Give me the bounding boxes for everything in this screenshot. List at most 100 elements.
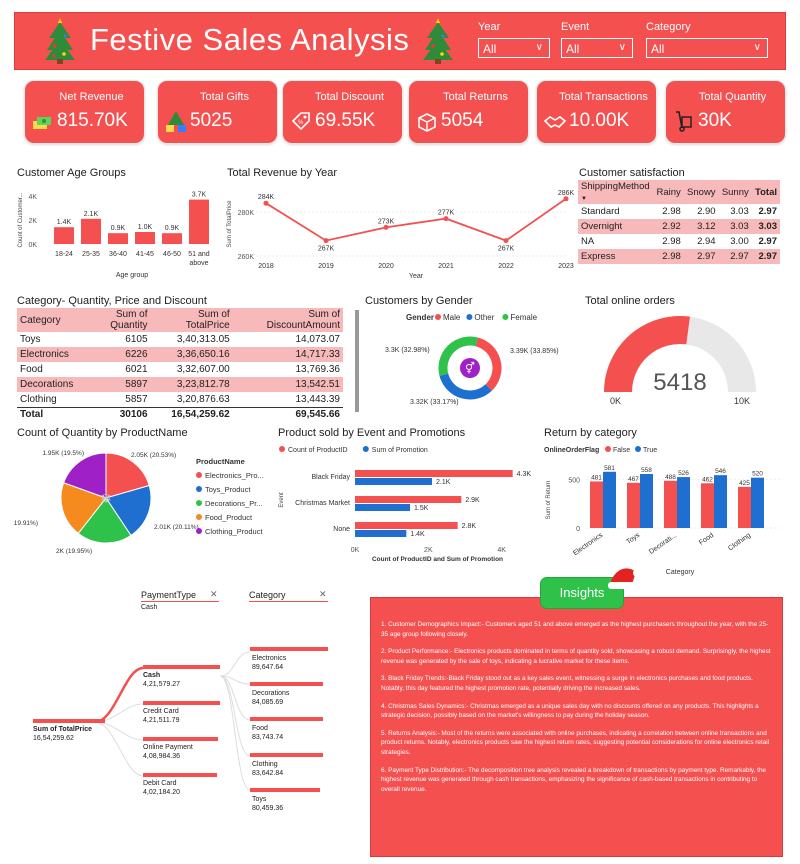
scrollbar[interactable] bbox=[355, 310, 359, 412]
decomp-node-bar[interactable] bbox=[250, 753, 323, 757]
column-header[interactable]: Sum of TotalPrice bbox=[150, 308, 233, 332]
data-label: 267K bbox=[318, 246, 335, 253]
divider bbox=[141, 601, 219, 602]
bar bbox=[355, 504, 410, 511]
filter-event[interactable]: Event All ∨ bbox=[561, 21, 633, 58]
decomp-node-label: Toys bbox=[252, 796, 267, 803]
filter-category[interactable]: Category All ∨ bbox=[646, 21, 768, 58]
dashboard-title: Festive Sales Analysis bbox=[90, 22, 410, 57]
y-axis-label: Sum of TotalPrice bbox=[227, 200, 233, 248]
chevron-down-icon: ∨ bbox=[753, 42, 761, 53]
kpi-label: Net Revenue bbox=[59, 91, 124, 103]
data-label: 481 bbox=[591, 474, 602, 481]
donut-slice bbox=[438, 336, 478, 376]
bar bbox=[738, 486, 751, 528]
x-tick-label: 51 and bbox=[188, 251, 210, 258]
data-label: 3.7K bbox=[192, 192, 207, 199]
data-label: 2.1K bbox=[84, 211, 99, 218]
column-header[interactable]: Rainy bbox=[653, 180, 684, 204]
gift-tree-icon bbox=[166, 111, 186, 132]
table-row: Overnight 2.92 3.12 3.03 3.03 bbox=[578, 219, 780, 234]
filter-category-label: Category bbox=[646, 21, 691, 33]
satisfaction-title: Customer satisfaction bbox=[579, 167, 685, 179]
decomp-node-bar[interactable] bbox=[143, 773, 217, 777]
decomp-node-value: 4,21,579.27 bbox=[143, 681, 180, 688]
kpi-label: Total Transactions bbox=[559, 91, 648, 103]
category-table: Category Sum of Quantity Sum of TotalPri… bbox=[17, 308, 343, 422]
filter-category-select[interactable]: All ∨ bbox=[646, 38, 768, 58]
column-header[interactable]: ShippingMethod ▼ bbox=[578, 180, 654, 204]
legend-item: Sum of Promotion bbox=[372, 447, 428, 454]
x-axis-label: Category bbox=[666, 569, 695, 576]
decomp-node-label: Electronics bbox=[252, 655, 287, 662]
data-label: 2.05K (20.53%) bbox=[131, 452, 176, 459]
x-axis-label: Count of ProductID and Sum of Promotion bbox=[372, 556, 503, 563]
gender-chart: Gender Male Other Female ⚥ 3.39K (33.85%) 3.32… bbox=[385, 313, 559, 406]
kpi-value: 5025 bbox=[190, 110, 233, 131]
bar bbox=[355, 522, 458, 529]
decomp-node-label: Food bbox=[252, 725, 268, 732]
kpi-net-revenue: Net Revenue 815.70K bbox=[24, 80, 145, 144]
legend-marker bbox=[605, 446, 611, 452]
data-label: 425 bbox=[739, 480, 750, 487]
bar bbox=[701, 483, 714, 528]
x-tick-label: 2018 bbox=[258, 263, 274, 270]
x-tick-label: Decorati... bbox=[648, 532, 678, 556]
legend-item: Count of ProductID bbox=[288, 447, 348, 454]
decomp-node-bar[interactable] bbox=[250, 647, 328, 651]
legend-marker bbox=[196, 514, 202, 520]
pie-slice bbox=[63, 452, 107, 499]
column-header[interactable]: Sunny bbox=[718, 180, 752, 204]
kpi-total-discount: Total Discount % 69.55K bbox=[282, 80, 403, 144]
decomp-node-bar[interactable] bbox=[250, 788, 320, 792]
close-icon[interactable]: ✕ bbox=[319, 589, 327, 599]
decomp-node-bar[interactable] bbox=[250, 717, 323, 721]
data-label: 4.3K bbox=[517, 471, 532, 478]
decomp-node-bar[interactable] bbox=[143, 737, 218, 741]
y-tick-label: 4K bbox=[28, 194, 37, 201]
decomp-node-value: 83,642.84 bbox=[252, 770, 284, 777]
close-icon[interactable]: ✕ bbox=[210, 589, 218, 599]
divider bbox=[249, 601, 328, 602]
bar bbox=[677, 477, 690, 528]
kpi-label: Total Quantity bbox=[698, 91, 767, 103]
legend-marker bbox=[362, 446, 369, 452]
kpi-value: 69.55K bbox=[315, 110, 376, 131]
filter-year-select[interactable]: All ∨ bbox=[478, 38, 550, 58]
gauge-min-label: 0K bbox=[610, 396, 621, 406]
data-point bbox=[323, 238, 329, 244]
y-tick-label: 2K bbox=[28, 218, 37, 225]
x-tick-label: 41-45 bbox=[136, 251, 154, 258]
insight-paragraph: 4. Christmas Sales Dynamics:- Christmas … bbox=[381, 702, 759, 720]
event-promotion-chart: Count of ProductID Sum of Promotion Black … bbox=[279, 446, 532, 563]
data-label: 0.9K bbox=[111, 225, 126, 232]
gender-chart-title: Customers by Gender bbox=[365, 295, 473, 307]
column-header[interactable]: Snowy bbox=[683, 180, 719, 204]
filter-year[interactable]: Year All ∨ bbox=[478, 21, 550, 58]
column-header[interactable]: Category bbox=[17, 308, 77, 332]
legend-title: Gender bbox=[406, 313, 434, 322]
column-header[interactable]: Sum of DiscountAmount bbox=[232, 308, 343, 332]
legend-item: Toys_Product bbox=[205, 485, 251, 494]
filter-event-select[interactable]: All ∨ bbox=[561, 38, 633, 58]
decomp-node-value: 4,21,511.79 bbox=[143, 717, 180, 724]
pie-slice bbox=[60, 482, 107, 535]
decomp-node-bar[interactable] bbox=[143, 701, 220, 705]
column-header[interactable]: Sum of Quantity bbox=[76, 308, 151, 332]
decomp-connectors bbox=[95, 651, 251, 790]
legend-marker bbox=[435, 314, 441, 320]
x-tick-label: 4K bbox=[497, 547, 506, 554]
decomp-root-bar[interactable] bbox=[33, 719, 105, 723]
data-point bbox=[503, 238, 509, 244]
revenue-year-title: Total Revenue by Year bbox=[227, 167, 338, 179]
decomp-node-bar[interactable] bbox=[250, 682, 323, 686]
data-label: 581 bbox=[604, 465, 615, 472]
legend-item: False bbox=[613, 447, 630, 454]
data-label: 1.95K (19.5%) bbox=[42, 450, 84, 457]
decomp-node-bar[interactable] bbox=[143, 665, 220, 669]
x-tick-label: 2020 bbox=[378, 263, 394, 270]
decomp-node-label: Clothing bbox=[252, 761, 278, 768]
x-tick-label: 2022 bbox=[498, 263, 514, 270]
legend-marker bbox=[196, 528, 202, 534]
column-header[interactable]: Total bbox=[751, 180, 780, 204]
